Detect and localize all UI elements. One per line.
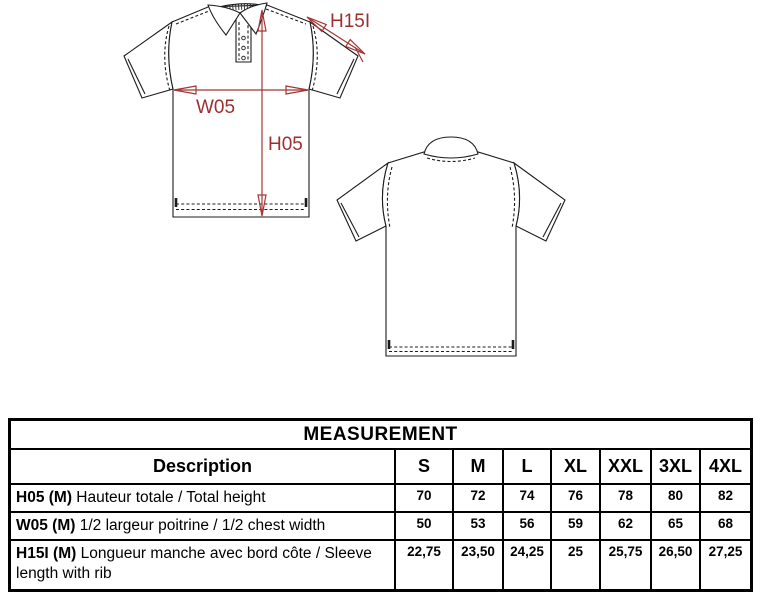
front-left-cuff-rib (127, 58, 146, 95)
value-cell: 25,75 (601, 541, 650, 589)
front-right-armhole-seam (311, 25, 318, 92)
polo-technical-drawing: W05 H05 H15I (123, 2, 566, 357)
measure-code: H05 (M) (16, 489, 77, 506)
h05-label: H05 (268, 134, 303, 155)
h15i-arrow (306, 16, 366, 63)
value-cell: 24,25 (504, 541, 550, 589)
back-collar-seam (426, 157, 476, 163)
col-header-s: S (396, 450, 452, 483)
front-left-armhole-seam (164, 25, 171, 92)
back-body (381, 151, 521, 357)
col-header-xl: XL (552, 450, 599, 483)
measure-desc: 1/2 largeur poitrine / 1/2 chest width (79, 517, 326, 534)
measure-desc: Longueur manche avec bord côte / Sleeve … (16, 545, 372, 582)
back-collar (423, 136, 479, 159)
measurement-table: MEASUREMENT Description S M L XL XXL 3XL… (8, 418, 753, 592)
col-header-l: L (504, 450, 550, 483)
value-cell: 27,25 (701, 541, 750, 589)
value-cell: 76 (552, 485, 599, 511)
row-h15i-description: H15I (M) Longueur manche avec bord côte … (11, 541, 394, 589)
col-header-description: Description (11, 450, 394, 483)
value-cell: 53 (454, 513, 502, 539)
value-cell: 50 (396, 513, 452, 539)
measure-code: H15I (M) (16, 545, 81, 562)
collar-right-flap (239, 2, 268, 36)
front-collar (207, 2, 268, 36)
measure-code: W05 (M) (16, 517, 80, 534)
back-right-sleeve (512, 161, 566, 242)
measure-desc: Hauteur totale / Total height (76, 489, 266, 506)
dimension-annotations: W05 H05 H15I (173, 9, 370, 217)
collar-left-flap (207, 4, 241, 36)
front-placket (235, 16, 252, 63)
front-left-sleeve (123, 20, 174, 99)
back-hem-vents (387, 340, 515, 349)
value-cell: 26,50 (652, 541, 699, 589)
value-cell: 59 (552, 513, 599, 539)
value-cell: 82 (701, 485, 750, 511)
w05-label: W05 (196, 97, 235, 118)
front-body (168, 4, 314, 218)
value-cell: 68 (701, 513, 750, 539)
back-left-cuff-rib (340, 202, 360, 238)
front-left-shoulder-seam (175, 10, 210, 25)
row-w05-description: W05 (M) 1/2 largeur poitrine / 1/2 chest… (11, 513, 394, 539)
value-cell: 56 (504, 513, 550, 539)
value-cell: 70 (396, 485, 452, 511)
value-cell: 72 (454, 485, 502, 511)
front-hem-vents (174, 198, 308, 207)
back-right-cuff-rib (542, 202, 562, 238)
back-view (336, 136, 566, 357)
col-header-3xl: 3XL (652, 450, 699, 483)
table-title: MEASUREMENT (11, 421, 750, 448)
front-view: W05 H05 H15I (123, 2, 370, 218)
value-cell: 23,50 (454, 541, 502, 589)
front-right-shoulder-seam (265, 8, 307, 25)
h05-arrow (257, 9, 267, 217)
w05-arrow (173, 85, 309, 95)
h15i-label: H15I (330, 11, 370, 32)
value-cell: 74 (504, 485, 550, 511)
value-cell: 25 (552, 541, 599, 589)
value-cell: 78 (601, 485, 650, 511)
col-header-m: M (454, 450, 502, 483)
col-header-4xl: 4XL (701, 450, 750, 483)
back-left-sleeve (336, 161, 390, 242)
value-cell: 62 (601, 513, 650, 539)
value-cell: 22,75 (396, 541, 452, 589)
value-cell: 65 (652, 513, 699, 539)
value-cell: 80 (652, 485, 699, 511)
row-h05-description: H05 (M) Hauteur totale / Total height (11, 485, 394, 511)
col-header-xxl: XXL (601, 450, 650, 483)
front-right-cuff-rib (336, 58, 355, 95)
